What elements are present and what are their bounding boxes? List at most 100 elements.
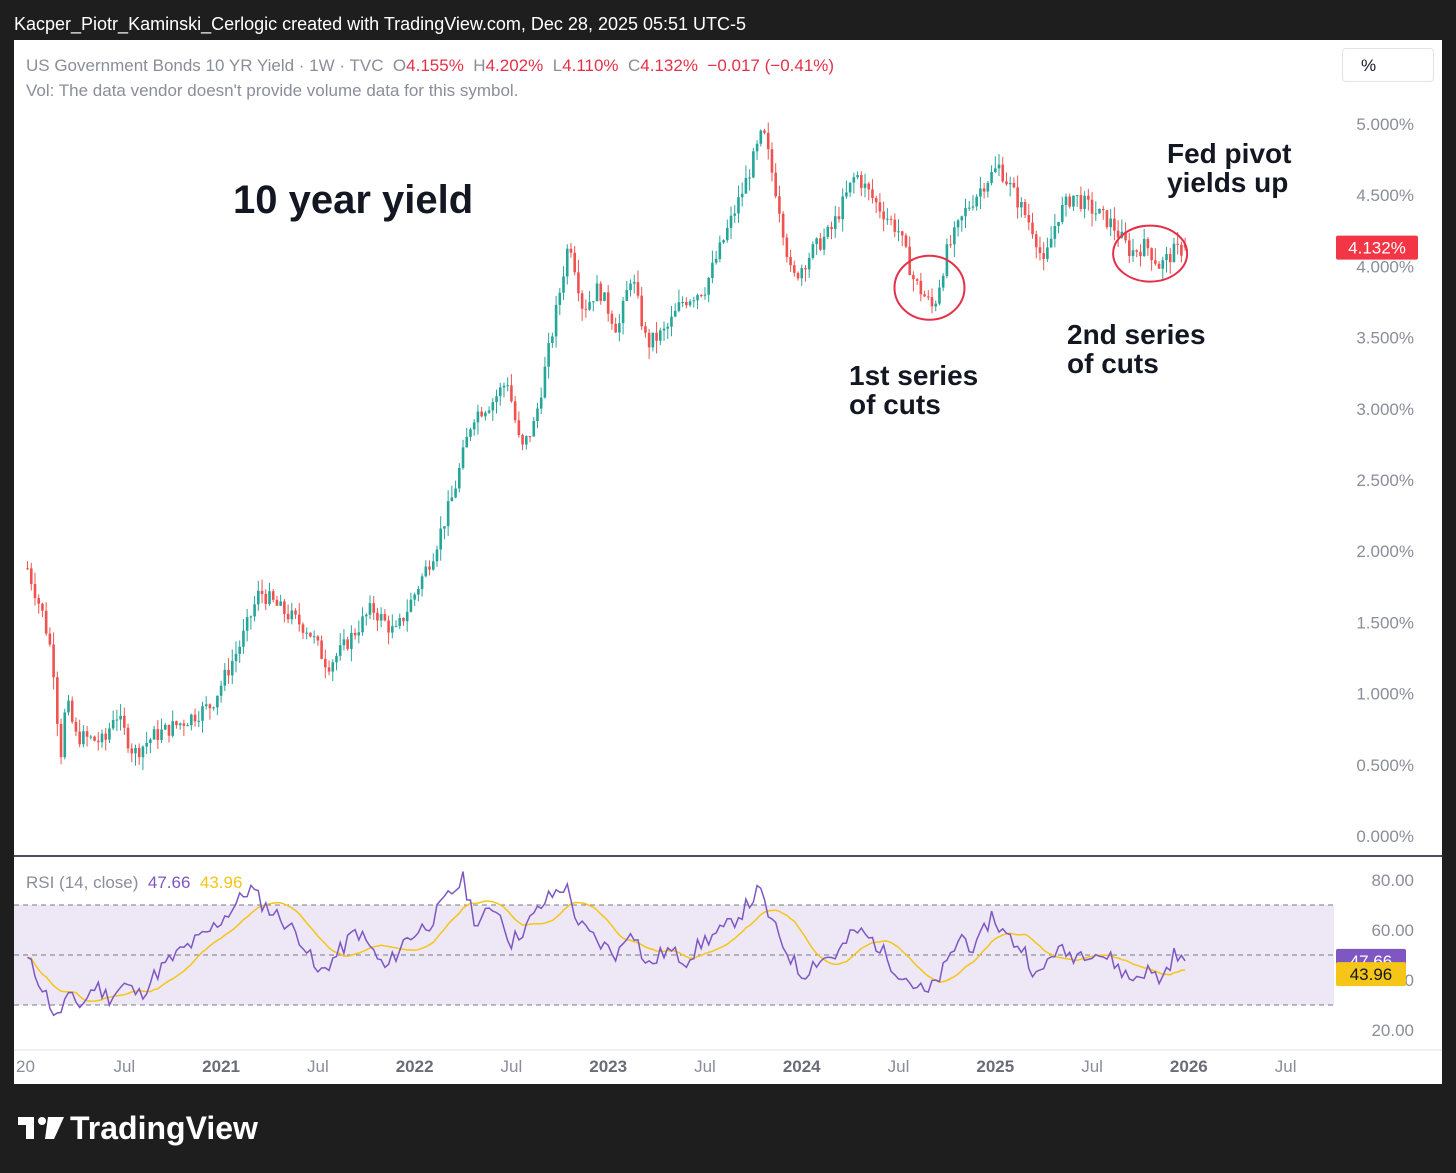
candle-body: [688, 301, 692, 306]
candle-body: [618, 323, 621, 333]
candle-body: [722, 240, 725, 243]
candle-body: [230, 661, 234, 676]
candle-body: [923, 294, 926, 297]
candle-body: [465, 436, 469, 448]
candle-body: [744, 177, 748, 194]
high-value: 4.202%: [485, 56, 544, 75]
candle-body: [364, 614, 368, 617]
candle-body: [1124, 231, 1127, 241]
candle-body: [1135, 250, 1139, 252]
candle-body: [614, 323, 617, 333]
candle-body: [1098, 208, 1101, 214]
candle-body: [774, 172, 777, 197]
candle-body: [1049, 238, 1053, 248]
percent-scale-button[interactable]: %: [1342, 48, 1434, 82]
candle-body: [897, 231, 900, 233]
candle-body: [811, 244, 815, 258]
time-axis-tick-label: Jul: [307, 1057, 329, 1076]
candle-body: [960, 216, 964, 221]
candle-body: [1001, 164, 1005, 182]
candle-body: [737, 197, 740, 214]
candle-body: [1161, 260, 1165, 269]
symbol-name: US Government Bonds 10 YR Yield · 1W · T…: [26, 56, 384, 75]
candle-body: [141, 746, 145, 758]
chart-panel[interactable]: 5.000% 4.500% 4.000% 3.500% 3.000% 2.500% 2.00…: [14, 40, 1442, 1084]
candle-body: [283, 601, 286, 614]
candle-body: [435, 549, 439, 562]
candle-body: [268, 591, 271, 604]
candle-body: [833, 216, 837, 229]
candle-body: [290, 610, 294, 620]
candle-body: [874, 198, 878, 203]
candle-body: [316, 636, 320, 641]
candle-body: [577, 272, 580, 294]
candle-body: [517, 420, 521, 435]
candle-body: [1072, 195, 1075, 207]
candle-body: [565, 248, 569, 277]
candle-body: [223, 669, 227, 686]
time-axis-tick-label: 2023: [589, 1057, 627, 1076]
candle-body: [346, 639, 349, 649]
candle-body: [547, 343, 550, 367]
candle-body: [275, 599, 279, 606]
tradingview-logo[interactable]: TradingView: [18, 1110, 258, 1147]
candle-body: [685, 301, 688, 306]
candle-body: [521, 434, 524, 445]
time-axis-tick-label: Jul: [501, 1057, 523, 1076]
candle-body: [506, 385, 509, 387]
candle-body: [755, 143, 759, 152]
candle-body: [130, 748, 134, 754]
candle-body: [234, 653, 238, 662]
candle-body: [134, 748, 137, 754]
candle-body: [766, 132, 770, 150]
candle-body: [1087, 195, 1090, 200]
candle-body: [383, 614, 387, 621]
candle-body: [59, 723, 63, 758]
change-value: −0.017 (−0.41%): [707, 56, 835, 75]
time-axis-tick-label: 20: [16, 1057, 35, 1076]
candle-body: [543, 366, 547, 398]
candle-body: [804, 268, 807, 270]
candle-body: [915, 279, 919, 281]
candle-body: [394, 626, 398, 628]
candle-body: [886, 218, 889, 220]
candle-body: [1064, 196, 1068, 205]
candle-body: [1034, 234, 1038, 248]
candle-body: [1116, 230, 1120, 238]
candle-body: [1027, 215, 1031, 223]
candle-body: [204, 704, 208, 707]
candle-body: [413, 594, 416, 600]
close-value: 4.132%: [640, 56, 698, 75]
candle-body: [1180, 244, 1183, 256]
candle-body: [711, 262, 714, 278]
candle-body: [592, 301, 595, 303]
price-axis-tick-label: 5.000%: [1356, 115, 1414, 134]
candle-body: [681, 301, 684, 303]
candle-body: [997, 164, 1001, 169]
candle-body: [305, 632, 309, 634]
candle-body: [912, 275, 915, 280]
candle-body: [759, 130, 763, 144]
candle-body: [190, 714, 193, 726]
high-label: H: [473, 56, 486, 75]
chart-canvas[interactable]: 5.000% 4.500% 4.000% 3.500% 3.000% 2.500% 2.00…: [14, 40, 1442, 1084]
candle-body: [1068, 196, 1072, 207]
candle-body: [89, 736, 93, 738]
candle-body: [294, 610, 297, 615]
first-cuts-annotation-line2: of cuts: [849, 389, 941, 420]
chart-caption: Kacper_Piotr_Kaminski_Cerlogic created w…: [14, 14, 747, 34]
candle-body: [718, 242, 722, 259]
candle-body: [1046, 247, 1049, 259]
candle-body: [152, 729, 156, 740]
candle-body: [63, 712, 67, 758]
candle-body: [740, 193, 744, 198]
candle-body: [398, 617, 402, 627]
first-cuts-annotation-line1: 1st series: [849, 360, 979, 391]
candle-body: [919, 280, 923, 295]
symbol-legend: US Government Bonds 10 YR Yield · 1W · T…: [26, 56, 834, 76]
candle-body: [387, 620, 390, 633]
second-cuts-annotation-line1: 2nd series: [1067, 319, 1206, 350]
candle-body: [789, 257, 792, 266]
candle-body: [819, 238, 822, 250]
candle-body: [573, 252, 576, 273]
